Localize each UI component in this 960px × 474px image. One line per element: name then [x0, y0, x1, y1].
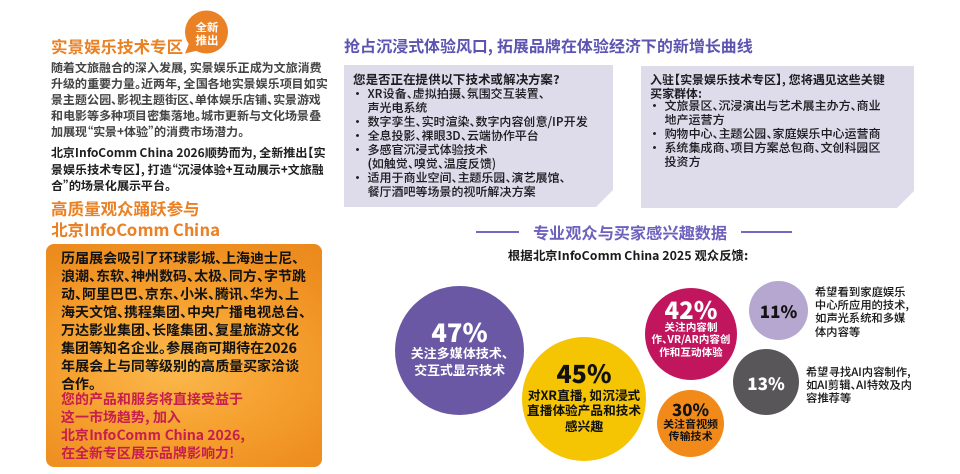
svg-text:全新: 全新: [196, 20, 219, 36]
svg-text:推出: 推出: [196, 33, 219, 49]
